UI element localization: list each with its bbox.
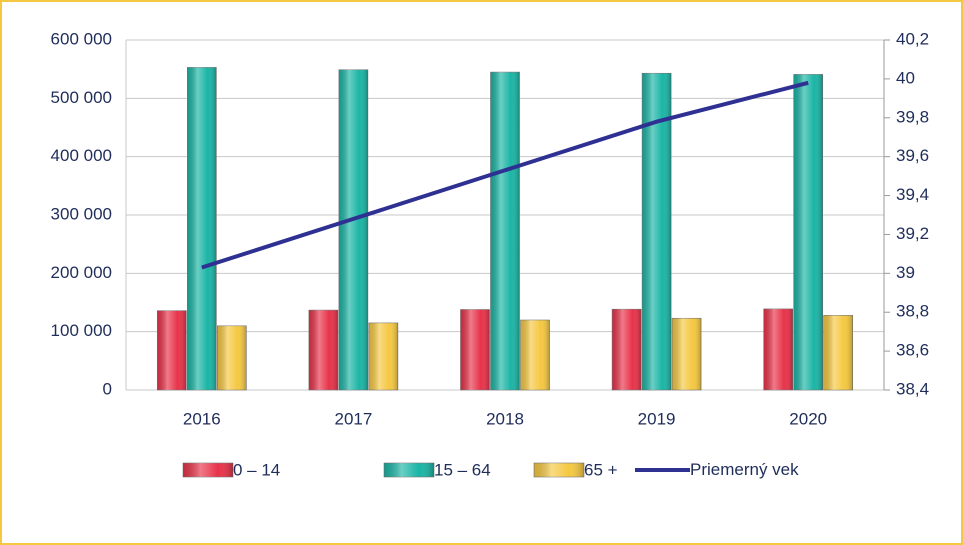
y2-tick-label: 40 xyxy=(896,68,915,87)
y2-tick-label: 38,8 xyxy=(896,302,929,321)
bar-shine xyxy=(520,320,550,390)
legend-shine xyxy=(183,463,233,477)
y-tick-label: 0 xyxy=(103,379,112,398)
x-tick-label: 2020 xyxy=(789,409,827,428)
legend-label: 0 – 14 xyxy=(233,460,280,479)
bar-shine xyxy=(460,309,490,390)
x-tick-label: 2017 xyxy=(334,409,372,428)
legend-shine xyxy=(384,463,434,477)
y2-tick-label: 38,6 xyxy=(896,341,929,360)
legend-label: Priemerný vek xyxy=(690,460,799,479)
y-tick-label: 600 000 xyxy=(51,29,112,48)
bar-shine xyxy=(157,310,187,390)
bar-shine xyxy=(612,309,642,390)
y2-tick-label: 39,8 xyxy=(896,107,929,126)
y2-tick-label: 39 xyxy=(896,263,915,282)
y-tick-label: 100 000 xyxy=(51,321,112,340)
bar-shine xyxy=(338,69,368,390)
bar-shine xyxy=(490,72,520,390)
bar-shine xyxy=(308,310,338,390)
x-tick-label: 2019 xyxy=(638,409,676,428)
bar-shine xyxy=(187,67,217,391)
y-tick-label: 500 000 xyxy=(51,88,112,107)
y-tick-label: 400 000 xyxy=(51,146,112,165)
bar-shine xyxy=(763,308,793,390)
legend-shine xyxy=(534,463,584,477)
y2-tick-label: 38,4 xyxy=(896,379,929,398)
y2-tick-label: 39,4 xyxy=(896,185,929,204)
line xyxy=(201,80,809,270)
y2-tick-label: 39,2 xyxy=(896,224,929,243)
y-tick-label: 200 000 xyxy=(51,263,112,282)
y2-tick-label: 39,6 xyxy=(896,146,929,165)
y-tick-label: 300 000 xyxy=(51,204,112,223)
bar-shine xyxy=(368,322,398,390)
bar-shine xyxy=(672,318,702,390)
bar-shine xyxy=(793,74,823,391)
x-tick-label: 2016 xyxy=(183,409,221,428)
legend-label: 15 – 64 xyxy=(434,460,491,479)
legend-label: 65 + xyxy=(584,460,618,479)
bar-shine xyxy=(823,315,853,390)
bar-shine xyxy=(217,325,247,390)
x-tick-label: 2018 xyxy=(486,409,524,428)
y2-tick-label: 40,2 xyxy=(896,29,929,48)
